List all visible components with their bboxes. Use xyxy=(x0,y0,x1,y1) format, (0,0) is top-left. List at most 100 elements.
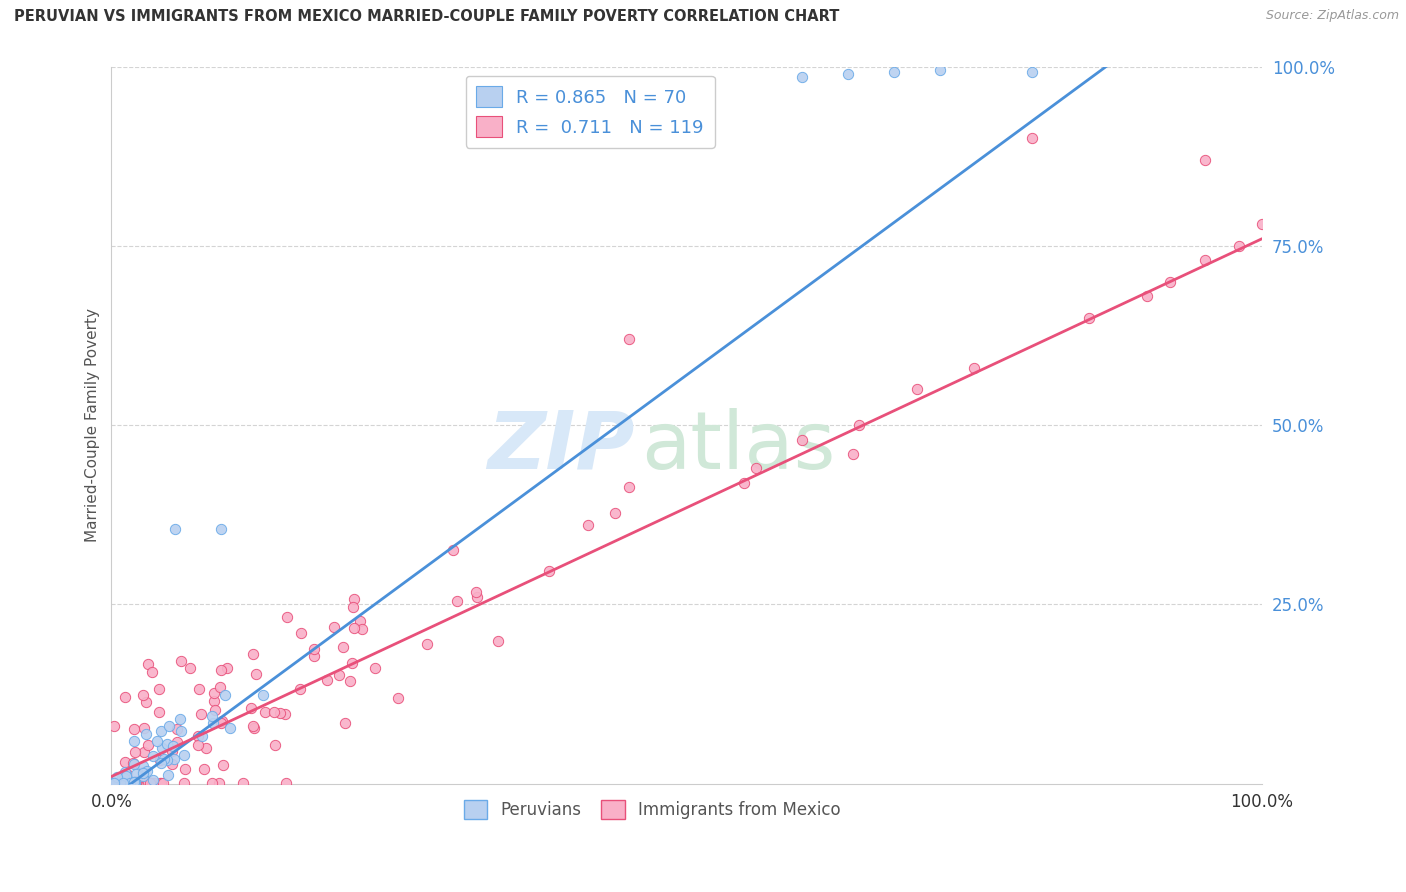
Point xyxy=(219,721,242,735)
Point xyxy=(101,776,124,790)
Point xyxy=(114,774,136,789)
Point xyxy=(117,774,139,789)
Point xyxy=(342,656,364,670)
Point xyxy=(125,776,148,790)
Point xyxy=(148,705,170,719)
Point xyxy=(153,752,176,766)
Point xyxy=(905,382,928,396)
Point xyxy=(328,667,350,681)
Legend: Peruvians, Immigrants from Mexico: Peruvians, Immigrants from Mexico xyxy=(457,793,848,826)
Point xyxy=(103,719,125,733)
Point xyxy=(211,714,233,728)
Point xyxy=(112,776,135,790)
Point xyxy=(112,776,135,790)
Point xyxy=(114,764,136,779)
Point xyxy=(114,755,136,769)
Point xyxy=(617,480,640,494)
Point xyxy=(135,695,157,709)
Point xyxy=(122,776,145,790)
Point xyxy=(269,706,291,720)
Point xyxy=(416,636,439,650)
Point xyxy=(103,776,125,790)
Point xyxy=(118,776,141,790)
Point xyxy=(163,522,186,536)
Point xyxy=(342,599,364,614)
Point xyxy=(202,686,225,700)
Text: atlas: atlas xyxy=(641,408,835,485)
Point xyxy=(242,647,264,661)
Point xyxy=(288,681,311,696)
Point xyxy=(136,657,159,672)
Text: ZIP: ZIP xyxy=(488,408,636,485)
Point xyxy=(138,739,160,753)
Point xyxy=(263,738,285,752)
Point xyxy=(105,770,128,784)
Y-axis label: Married-Couple Family Poverty: Married-Couple Family Poverty xyxy=(86,308,100,542)
Point xyxy=(114,776,136,790)
Point xyxy=(141,776,163,790)
Point xyxy=(733,475,755,490)
Point xyxy=(214,688,236,702)
Point xyxy=(103,776,125,790)
Point xyxy=(111,776,134,790)
Point xyxy=(191,729,214,743)
Point xyxy=(103,776,125,790)
Point xyxy=(232,776,254,790)
Point xyxy=(179,661,201,675)
Point xyxy=(120,776,142,790)
Point xyxy=(132,759,155,773)
Point xyxy=(121,776,143,790)
Point xyxy=(149,753,172,767)
Point xyxy=(142,772,165,787)
Point xyxy=(1021,131,1043,145)
Point xyxy=(1194,153,1216,167)
Point xyxy=(745,460,768,475)
Point xyxy=(160,757,183,772)
Point xyxy=(465,585,488,599)
Point xyxy=(201,716,224,731)
Point xyxy=(790,70,813,85)
Point xyxy=(302,649,325,664)
Point xyxy=(107,776,129,790)
Point xyxy=(465,591,488,605)
Point xyxy=(619,332,641,346)
Point xyxy=(156,753,179,767)
Point xyxy=(125,774,148,789)
Point xyxy=(170,654,193,668)
Point xyxy=(122,756,145,771)
Point xyxy=(1078,310,1101,325)
Point xyxy=(124,745,146,759)
Point xyxy=(150,741,173,756)
Point xyxy=(124,767,146,781)
Point xyxy=(486,633,509,648)
Point xyxy=(157,719,180,733)
Point xyxy=(134,722,156,736)
Point xyxy=(149,776,172,790)
Point xyxy=(243,721,266,735)
Point xyxy=(132,764,155,779)
Point xyxy=(169,712,191,726)
Point xyxy=(211,716,233,731)
Point xyxy=(215,661,238,675)
Point xyxy=(170,723,193,738)
Point xyxy=(166,735,188,749)
Point xyxy=(1194,253,1216,268)
Point xyxy=(209,522,232,536)
Point xyxy=(163,752,186,766)
Point xyxy=(112,772,135,786)
Point xyxy=(105,776,128,790)
Text: PERUVIAN VS IMMIGRANTS FROM MEXICO MARRIED-COUPLE FAMILY POVERTY CORRELATION CHA: PERUVIAN VS IMMIGRANTS FROM MEXICO MARRI… xyxy=(14,9,839,24)
Point xyxy=(1159,275,1181,289)
Point xyxy=(363,661,385,675)
Point xyxy=(132,688,155,702)
Point xyxy=(104,776,127,790)
Point xyxy=(122,775,145,789)
Point xyxy=(349,614,371,628)
Point xyxy=(963,360,986,375)
Point xyxy=(108,776,131,790)
Point xyxy=(152,776,174,790)
Point xyxy=(187,738,209,752)
Point xyxy=(316,673,339,687)
Point xyxy=(538,564,561,578)
Point xyxy=(332,640,354,654)
